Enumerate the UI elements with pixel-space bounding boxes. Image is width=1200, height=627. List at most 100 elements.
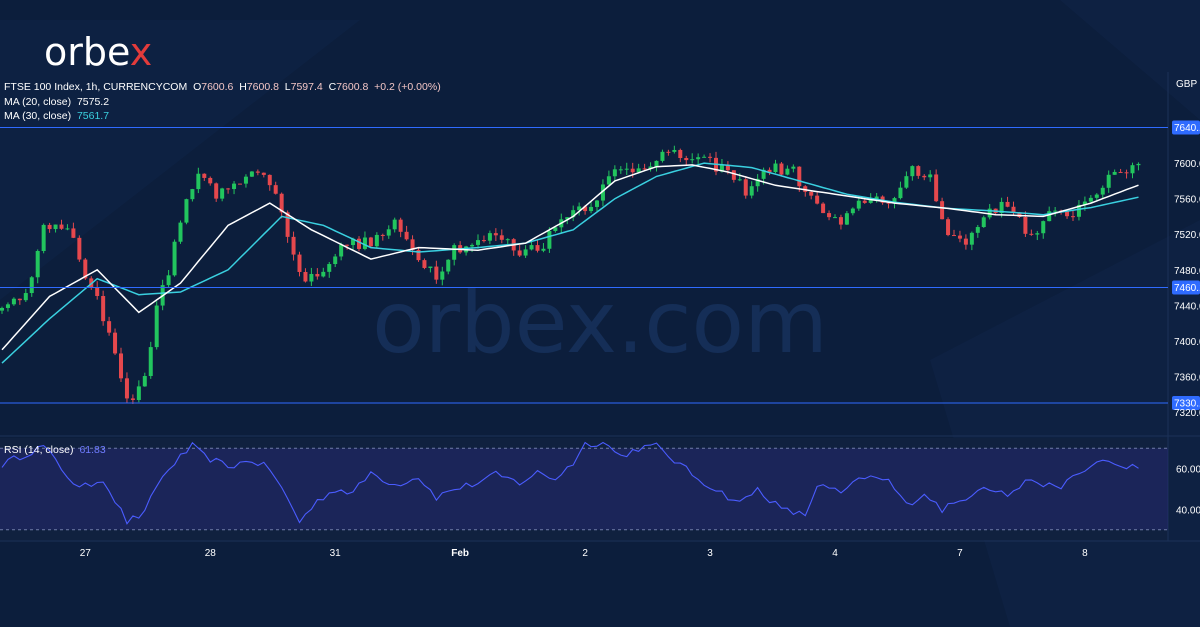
candle-body <box>1088 197 1093 202</box>
rsi-legend: RSI (14, close) 61.83 <box>4 444 106 456</box>
candle-body <box>95 287 100 297</box>
levels: 7640.1 7460.1 7330.1 <box>0 120 1200 411</box>
candle-body <box>743 179 748 196</box>
candle-body <box>666 151 671 153</box>
candle-body <box>553 227 558 231</box>
candle-body <box>844 213 849 225</box>
time-tick-label: 3 <box>707 548 713 559</box>
candle-body <box>481 240 486 242</box>
candle-body <box>898 187 903 199</box>
candle-body <box>285 212 290 237</box>
candle-body <box>892 198 897 204</box>
candle-body <box>255 171 260 173</box>
candle-body <box>1065 211 1070 217</box>
candle-body <box>71 228 76 238</box>
time-axis: 27 28 31 Feb 2 3 4 7 8 <box>80 548 1088 559</box>
candle-body <box>315 273 320 277</box>
candle-body <box>130 398 135 400</box>
level-price-label: 7330.1 <box>1174 399 1200 410</box>
candle-body <box>969 232 974 245</box>
candle-body <box>874 196 879 200</box>
moving-averages <box>1 162 1139 364</box>
candle-body <box>357 238 361 249</box>
candle-body <box>11 298 16 305</box>
candle-body <box>35 250 40 278</box>
candle-body <box>487 233 492 241</box>
candle-body <box>940 201 945 220</box>
symbol-label: FTSE 100 Index, 1h, CURRENCYCOM <box>4 81 188 93</box>
candle-body <box>392 219 397 230</box>
candle-body <box>952 235 956 237</box>
candle-body <box>380 234 385 236</box>
candle-body <box>398 219 403 232</box>
candle-body <box>672 149 677 152</box>
candle-body <box>178 222 183 242</box>
candle-body <box>1106 174 1111 188</box>
candle-body <box>136 386 141 400</box>
time-tick-label: 8 <box>1082 548 1088 559</box>
candle-body <box>761 169 766 179</box>
level-price-label: 7460.1 <box>1174 283 1200 294</box>
candle-body <box>267 174 272 186</box>
open-value: 7600.6 <box>201 81 234 93</box>
candle-body <box>119 353 123 379</box>
candle-body <box>327 264 332 272</box>
candle-body <box>773 163 778 173</box>
candle-body <box>719 164 724 172</box>
candle-body <box>493 233 498 236</box>
candle-body <box>856 200 861 209</box>
candle-body <box>731 170 736 180</box>
logo-text: orbe <box>44 30 130 74</box>
candle-body <box>934 174 939 202</box>
level-price-tag <box>1172 280 1200 295</box>
time-tick-label: 4 <box>832 548 838 559</box>
candle-body <box>321 271 326 277</box>
rsi-line <box>1 441 1139 525</box>
candle-body <box>523 249 528 256</box>
candle-body <box>725 164 730 171</box>
candle-body <box>565 217 570 220</box>
candle-body <box>678 149 683 159</box>
candle-body <box>838 217 843 225</box>
rsi-value: 61.83 <box>79 444 106 456</box>
candle-body <box>1112 171 1117 175</box>
candle-body <box>1130 165 1135 174</box>
candle-body <box>755 178 760 187</box>
candle-body <box>154 305 159 348</box>
change-value: +0.2 (+0.00%) <box>374 81 441 93</box>
price-grid <box>0 72 1200 542</box>
candle-body <box>1118 171 1123 173</box>
candle-body <box>815 195 820 204</box>
time-tick-label: 27 <box>80 548 92 559</box>
candle-body <box>261 172 266 175</box>
candle-body <box>273 185 278 194</box>
candle-body <box>767 169 772 173</box>
candle-body <box>606 176 611 185</box>
candle-body <box>196 173 201 190</box>
time-tick-label: 7 <box>957 548 963 559</box>
candle-body <box>975 227 980 233</box>
price-axis: 7600.0 7560.0 7520.0 7480.0 7440.0 7400.0 7360… <box>1174 159 1200 419</box>
watermark-text: orbex.com <box>372 273 828 373</box>
candle-body <box>23 293 28 301</box>
candle-body <box>987 208 992 218</box>
candle-body <box>172 241 177 276</box>
candle-body <box>696 157 701 160</box>
currency-unit: GBP <box>1176 79 1198 90</box>
candle-body <box>541 248 546 251</box>
rsi-tick-label: 40.00 <box>1176 505 1200 516</box>
candles <box>0 145 1141 404</box>
candle-body <box>291 236 296 255</box>
logo-x: x <box>129 30 153 74</box>
candle-body <box>517 250 522 256</box>
candle-body <box>410 239 415 250</box>
rsi-label: RSI (14, close) <box>4 444 74 456</box>
candle-body <box>345 244 350 246</box>
candle-body <box>249 171 254 177</box>
candle-body <box>779 163 784 175</box>
candle-body <box>529 245 534 250</box>
candle-body <box>53 224 58 230</box>
ma30-label: MA (30, close) <box>4 110 72 122</box>
candle-body <box>309 273 314 282</box>
ma20-label: MA (20, close) <box>4 95 72 108</box>
